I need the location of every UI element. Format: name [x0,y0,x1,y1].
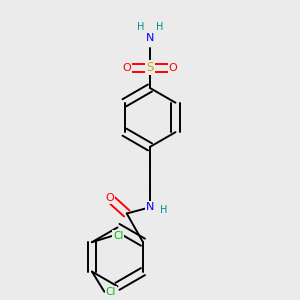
Text: Cl: Cl [105,287,116,297]
Text: Cl: Cl [113,231,124,241]
Text: N: N [146,202,154,212]
Text: N: N [146,33,154,43]
Text: H: H [160,205,168,215]
Text: O: O [105,193,114,203]
Text: S: S [146,61,154,74]
Text: H: H [156,22,163,32]
Text: O: O [122,63,131,73]
Text: H: H [137,22,144,32]
Text: O: O [169,63,178,73]
